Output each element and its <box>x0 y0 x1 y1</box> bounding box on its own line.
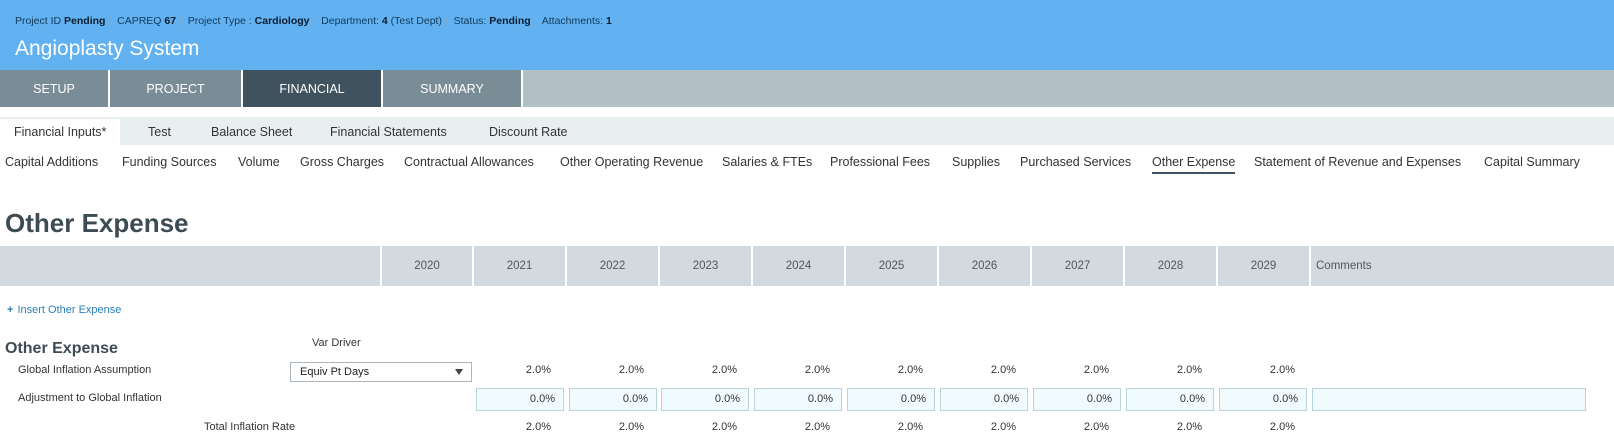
subtab-test[interactable]: Test <box>148 125 171 139</box>
capreq-label: CAPREQ <box>117 15 162 27</box>
year-header-cell: 2029 <box>1216 246 1309 286</box>
tab-financial[interactable]: FINANCIAL <box>243 70 383 107</box>
nav-salaries-ftes[interactable]: Salaries & FTEs <box>722 155 813 169</box>
nav-other-expense[interactable]: Other Expense <box>1152 155 1236 174</box>
capreq-value: 67 <box>164 15 177 27</box>
total-inflation-value: 2.0% <box>618 421 644 433</box>
nav-volume[interactable]: Volume <box>238 155 280 169</box>
adjustment-input[interactable]: 0.0% <box>754 388 842 411</box>
adjustment-input[interactable]: 0.0% <box>1126 388 1214 411</box>
year-header-cell: 2028 <box>1123 246 1216 286</box>
adjustment-input[interactable]: 0.0% <box>661 388 749 411</box>
subtab-discount-rate[interactable]: Discount Rate <box>489 125 568 139</box>
total-inflation-value: 2.0% <box>1176 421 1202 433</box>
insert-other-expense-label[interactable]: Insert Other Expense <box>17 304 122 316</box>
comments-header: Comments <box>1309 246 1614 286</box>
year-header-cell: 2020 <box>380 246 472 286</box>
var-driver-select-value: Equiv Pt Days <box>300 366 370 378</box>
nav-supplies[interactable]: Supplies <box>952 155 1000 169</box>
tab-project[interactable]: PROJECT <box>110 70 243 107</box>
total-inflation-value: 2.0% <box>1083 421 1109 433</box>
global-inflation-value: 2.0% <box>897 364 923 376</box>
global-inflation-value: 2.0% <box>1269 364 1295 376</box>
total-inflation-value: 2.0% <box>897 421 923 433</box>
department-value: 4 <box>381 15 388 27</box>
total-inflation-label: Total Inflation Rate <box>204 421 296 433</box>
nav-statement-of-revenue-and-expenses[interactable]: Statement of Revenue and Expenses <box>1254 155 1462 169</box>
adjustment-input[interactable]: 0.0% <box>847 388 935 411</box>
year-header-row: 2020 2021 2022 2023 2024 2025 2026 2027 … <box>0 246 1614 286</box>
global-inflation-value: 2.0% <box>1176 364 1202 376</box>
status-label: Status: <box>453 15 487 27</box>
comment-input[interactable] <box>1312 388 1586 411</box>
department-label: Department: <box>321 15 379 27</box>
chevron-down-icon <box>455 369 463 375</box>
adjustment-input[interactable]: 0.0% <box>569 388 657 411</box>
project-title: Angioplasty System <box>15 37 200 60</box>
plus-icon: + <box>7 304 14 316</box>
global-inflation-value: 2.0% <box>711 364 737 376</box>
global-inflation-label: Global Inflation Assumption <box>18 364 152 376</box>
total-inflation-value: 2.0% <box>990 421 1016 433</box>
nav-professional-fees[interactable]: Professional Fees <box>830 155 931 169</box>
nav-capital-summary[interactable]: Capital Summary <box>1484 155 1580 169</box>
total-inflation-value: 2.0% <box>711 421 737 433</box>
project-type-value: Cardiology <box>254 15 310 27</box>
global-inflation-value: 2.0% <box>990 364 1016 376</box>
global-inflation-value: 2.0% <box>804 364 830 376</box>
total-inflation-value: 2.0% <box>525 421 551 433</box>
global-inflation-value: 2.0% <box>618 364 644 376</box>
nav-gross-charges[interactable]: Gross Charges <box>300 155 385 169</box>
var-driver-header: Var Driver <box>312 337 361 349</box>
status-value: Pending <box>489 15 531 27</box>
year-header-cell: 2022 <box>565 246 658 286</box>
attachments-value[interactable]: 1 <box>605 15 612 27</box>
department-note: (Test Dept) <box>390 15 442 27</box>
global-inflation-value: 2.0% <box>525 364 551 376</box>
main-tab-bar: SETUP PROJECT FINANCIAL SUMMARY <box>0 70 1614 107</box>
nav-purchased-services[interactable]: Purchased Services <box>1020 155 1132 169</box>
tab-setup[interactable]: SETUP <box>0 70 110 107</box>
project-type-label: Project Type : <box>187 15 252 27</box>
nav-contractual-allowances[interactable]: Contractual Allowances <box>404 155 534 169</box>
subtab-financial-statements[interactable]: Financial Statements <box>330 125 447 139</box>
total-inflation-value: 2.0% <box>804 421 830 433</box>
nav-capital-additions[interactable]: Capital Additions <box>5 155 99 169</box>
project-id-label: Project ID <box>15 15 62 27</box>
project-meta-bar: Project ID Pending | CAPREQ 67 | Project T… <box>15 15 612 27</box>
adjustment-input[interactable]: 0.0% <box>476 388 564 411</box>
adjustment-input[interactable]: 0.0% <box>1033 388 1121 411</box>
subtab-balance-sheet[interactable]: Balance Sheet <box>211 125 293 139</box>
sub-tab-bar: Financial Inputs* Test Balance Sheet Fin… <box>0 117 1614 145</box>
adjustment-input[interactable]: 0.0% <box>1219 388 1307 411</box>
year-header-cell: 2026 <box>937 246 1030 286</box>
var-driver-select[interactable]: Equiv Pt Days <box>290 362 472 382</box>
adjustment-input[interactable]: 0.0% <box>940 388 1028 411</box>
insert-other-expense-link[interactable]: + Insert Other Expense <box>7 304 121 316</box>
total-inflation-value: 2.0% <box>1269 421 1295 433</box>
year-header-cell: 2025 <box>844 246 937 286</box>
section-nav: Capital Additions Funding Sources Volume… <box>0 152 1614 176</box>
attachments-label[interactable]: Attachments: <box>541 15 604 27</box>
nav-funding-sources[interactable]: Funding Sources <box>122 155 217 169</box>
year-header-cell: 2023 <box>658 246 751 286</box>
page-title: Other Expense <box>5 208 189 238</box>
year-header-cell: 2024 <box>751 246 844 286</box>
adjustment-label: Adjustment to Global Inflation <box>18 392 162 404</box>
subtab-financial-inputs[interactable]: Financial Inputs* <box>0 119 121 145</box>
project-id-value: Pending <box>64 15 106 27</box>
year-header-cell: 2027 <box>1030 246 1123 286</box>
tab-summary[interactable]: SUMMARY <box>383 70 523 107</box>
group-title: Other Expense <box>5 340 118 357</box>
global-inflation-value: 2.0% <box>1083 364 1109 376</box>
project-header: Project ID Pending | CAPREQ 67 | Project T… <box>0 0 1614 70</box>
year-header-cell: 2021 <box>472 246 565 286</box>
nav-other-operating-revenue[interactable]: Other Operating Revenue <box>560 155 704 169</box>
